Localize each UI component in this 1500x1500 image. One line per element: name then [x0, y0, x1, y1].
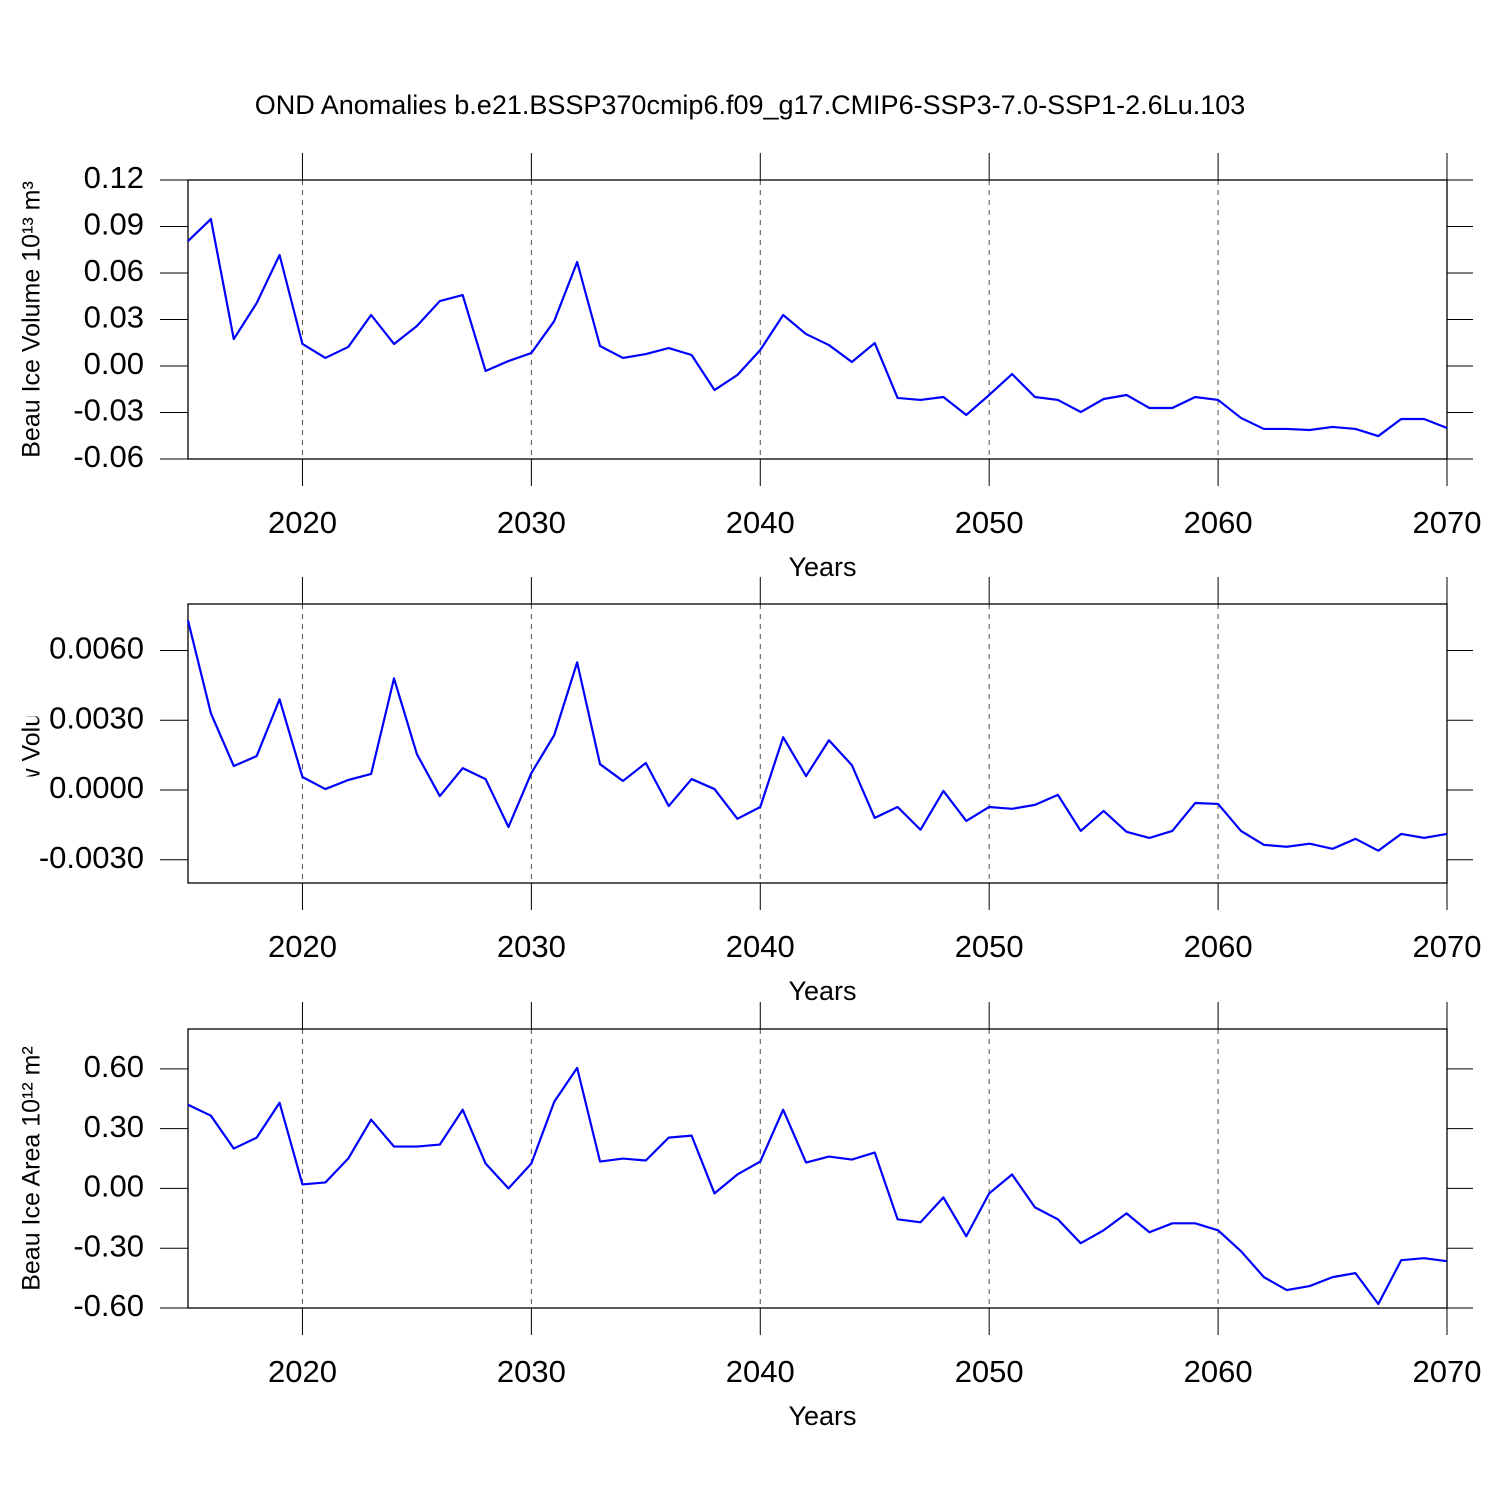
x-axis-label: Years	[788, 976, 856, 1006]
data-line	[186, 620, 1448, 852]
x-tick-label: 2050	[955, 505, 1024, 540]
y-tick-label: -0.60	[73, 1288, 144, 1323]
y-tick-label: 0.0060	[49, 631, 144, 666]
x-tick-label: 2060	[1184, 505, 1253, 540]
x-tick-label: 2030	[497, 505, 566, 540]
x-tick-label: 2030	[497, 1354, 566, 1389]
y-tick-label: 0.0000	[49, 770, 144, 805]
x-tick-label: 2020	[268, 1354, 337, 1389]
y-tick-label: 0.00	[84, 1169, 144, 1204]
y-axis-label: Beau Ice Area 10¹² m²	[18, 1046, 46, 1291]
x-axis-label: Years	[788, 552, 856, 582]
y-tick-label: -0.30	[73, 1228, 144, 1263]
plot-frame	[187, 603, 1448, 884]
x-tick-label: 2040	[726, 1354, 795, 1389]
y-tick-label: 0.60	[84, 1049, 144, 1084]
y-axis-label: Beau Ice Volume 10¹³ m³	[18, 181, 46, 458]
x-tick-label: 2040	[726, 929, 795, 964]
y-tick-label: 0.12	[84, 160, 144, 195]
data-line	[187, 217, 1448, 438]
x-tick-label: 2020	[268, 929, 337, 964]
x-tick-label: 2060	[1184, 929, 1253, 964]
plot-frame	[187, 1028, 1448, 1309]
y-tick-label: 0.09	[84, 207, 144, 242]
x-tick-label: 2070	[1413, 505, 1482, 540]
x-tick-label: 2070	[1413, 929, 1482, 964]
x-tick-label: 2050	[955, 929, 1024, 964]
x-tick-label: 2070	[1413, 1354, 1482, 1389]
data-line	[187, 1066, 1448, 1306]
y-tick-label: -0.06	[73, 439, 144, 474]
x-tick-label: 2040	[726, 505, 795, 540]
y-tick-label: 0.00	[84, 346, 144, 381]
x-tick-label: 2020	[268, 505, 337, 540]
x-tick-label: 2060	[1184, 1354, 1253, 1389]
x-axis-label: Years	[788, 1401, 856, 1431]
y-tick-label: 0.06	[84, 253, 144, 288]
y-tick-label: -0.0030	[39, 840, 144, 875]
x-tick-label: 2050	[955, 1354, 1024, 1389]
y-tick-label: 0.0030	[49, 700, 144, 735]
y-tick-label: -0.03	[73, 393, 144, 428]
plot-frame	[187, 179, 1448, 460]
chart-title: OND Anomalies b.e21.BSSP370cmip6.f09_g17…	[255, 90, 1246, 120]
y-tick-label: 0.30	[84, 1109, 144, 1144]
y-axis-label: Beau Snow Volume 10¹³ m³	[18, 591, 46, 897]
x-tick-label: 2030	[497, 929, 566, 964]
y-tick-label: 0.03	[84, 300, 144, 335]
